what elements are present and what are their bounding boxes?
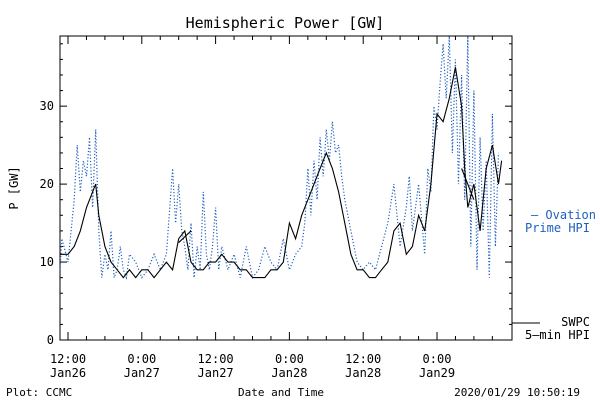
annotation-segment — [178, 230, 192, 243]
legend-ovation-label-line1: – Ovation — [531, 208, 596, 222]
x-tick-label-time: 12:00 — [198, 352, 234, 366]
footer-plot-credit: Plot: CCMC — [6, 386, 72, 399]
x-tick-label-time: 0:00 — [275, 352, 304, 366]
x-tick-label-time: 12:00 — [345, 352, 381, 366]
plot-area — [59, 35, 503, 280]
legend-swpc-label-line1: SWPC — [561, 315, 590, 329]
footer-date-time-label: Date and Time — [238, 386, 324, 399]
plot-frame — [59, 35, 513, 341]
legend-swpc-label-line2: 5–min HPI — [525, 328, 590, 342]
x-tick-label-date: Jan28 — [345, 366, 381, 380]
x-tick-label-time: 0:00 — [127, 352, 156, 366]
chart-title: Hemispheric Power [GW] — [186, 14, 385, 32]
x-tick-label-time: 0:00 — [423, 352, 452, 366]
x-tick-label-date: Jan28 — [271, 366, 307, 380]
y-axis-label: P [GW] — [7, 166, 21, 209]
swpc-hpi-series-line — [60, 67, 503, 279]
annotation-segment — [461, 168, 475, 200]
x-tick-label-date: Jan29 — [419, 366, 455, 380]
x-tick-label-time: 12:00 — [50, 352, 86, 366]
y-tick-label: 0 — [47, 333, 54, 347]
footer-timestamp: 2020/01/29 10:50:19 — [454, 386, 580, 399]
x-tick-label-date: Jan27 — [124, 366, 160, 380]
legend-ovation-label-line2: Prime HPI — [525, 221, 590, 235]
x-tick-label-date: Jan27 — [198, 366, 234, 380]
y-axis: 0 10 20 30 — [40, 43, 512, 347]
x-tick-label-date: Jan26 — [50, 366, 86, 380]
y-tick-label: 10 — [40, 255, 54, 269]
y-tick-label: 30 — [40, 99, 54, 113]
y-tick-label: 20 — [40, 177, 54, 191]
x-axis: 12:00Jan260:00Jan2712:00Jan270:00Jan2812… — [50, 36, 493, 380]
